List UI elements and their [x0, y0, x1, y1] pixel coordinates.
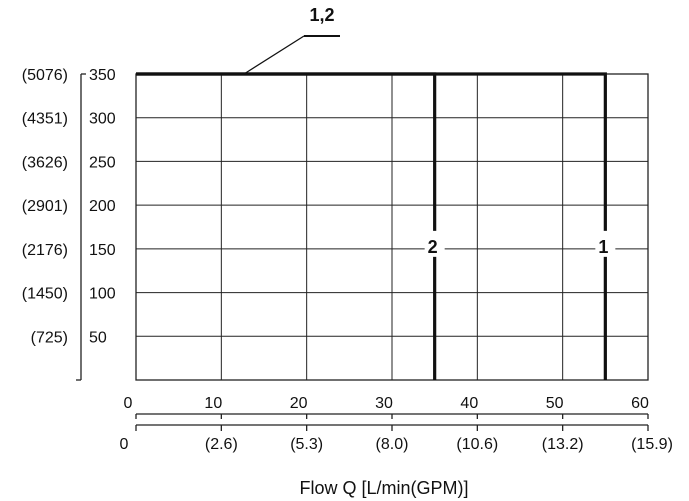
- x-tick-label-secondary: (2.6): [205, 436, 238, 453]
- x-tick-label: 10: [204, 395, 222, 412]
- y-tick-label: 350: [89, 67, 116, 84]
- grid: [135, 73, 649, 381]
- x-tick-label-secondary: (5.3): [290, 436, 323, 453]
- x-tick-label-secondary: (15.9): [631, 436, 673, 453]
- series-label-1: 1: [598, 237, 608, 257]
- x-tick-label-secondary: (10.6): [456, 436, 498, 453]
- shared-series-label: 1,2: [309, 5, 334, 25]
- y-tick-label-secondary: (2176): [22, 242, 68, 259]
- x-axis-title: Flow Q [L/min(GPM)]: [299, 478, 468, 498]
- y-tick-label: 150: [89, 242, 116, 259]
- y-tick-label-secondary: (1450): [22, 286, 68, 303]
- y-tick-label: 200: [89, 198, 116, 215]
- shared-label-leader: [243, 35, 305, 75]
- series-lines: [136, 72, 607, 380]
- y-tick-label-secondary: (2901): [22, 198, 68, 215]
- x-tick-label: 30: [375, 395, 393, 412]
- y-tick-label: 300: [89, 111, 116, 128]
- x-tick-label-secondary: (8.0): [376, 436, 409, 453]
- series-label-2: 2: [428, 237, 438, 257]
- y-tick-label-secondary: (3626): [22, 154, 68, 171]
- series-label-bg: [595, 230, 616, 257]
- y-tick-label: 50: [89, 329, 107, 346]
- axes: [76, 73, 649, 431]
- labels: 50(725)100(1450)150(2176)200(2901)250(36…: [22, 5, 673, 453]
- y-tick-label: 100: [89, 286, 116, 303]
- x-tick-label: 40: [460, 395, 478, 412]
- x-tick-label: 0: [124, 395, 133, 412]
- x-tick-label: 50: [546, 395, 564, 412]
- series-line-2: [136, 72, 437, 380]
- series-line-1: [136, 72, 607, 380]
- x-tick-label: 60: [631, 395, 649, 412]
- series-label-bg: [424, 230, 445, 257]
- y-tick-label-secondary: (5076): [22, 67, 68, 84]
- y-tick-label: 250: [89, 154, 116, 171]
- x-tick-label-secondary: (13.2): [542, 436, 584, 453]
- y-tick-label-secondary: (4351): [22, 111, 68, 128]
- x-tick-label-secondary: 0: [120, 436, 129, 453]
- y-tick-label-secondary: (725): [31, 329, 68, 346]
- x-tick-label: 20: [290, 395, 308, 412]
